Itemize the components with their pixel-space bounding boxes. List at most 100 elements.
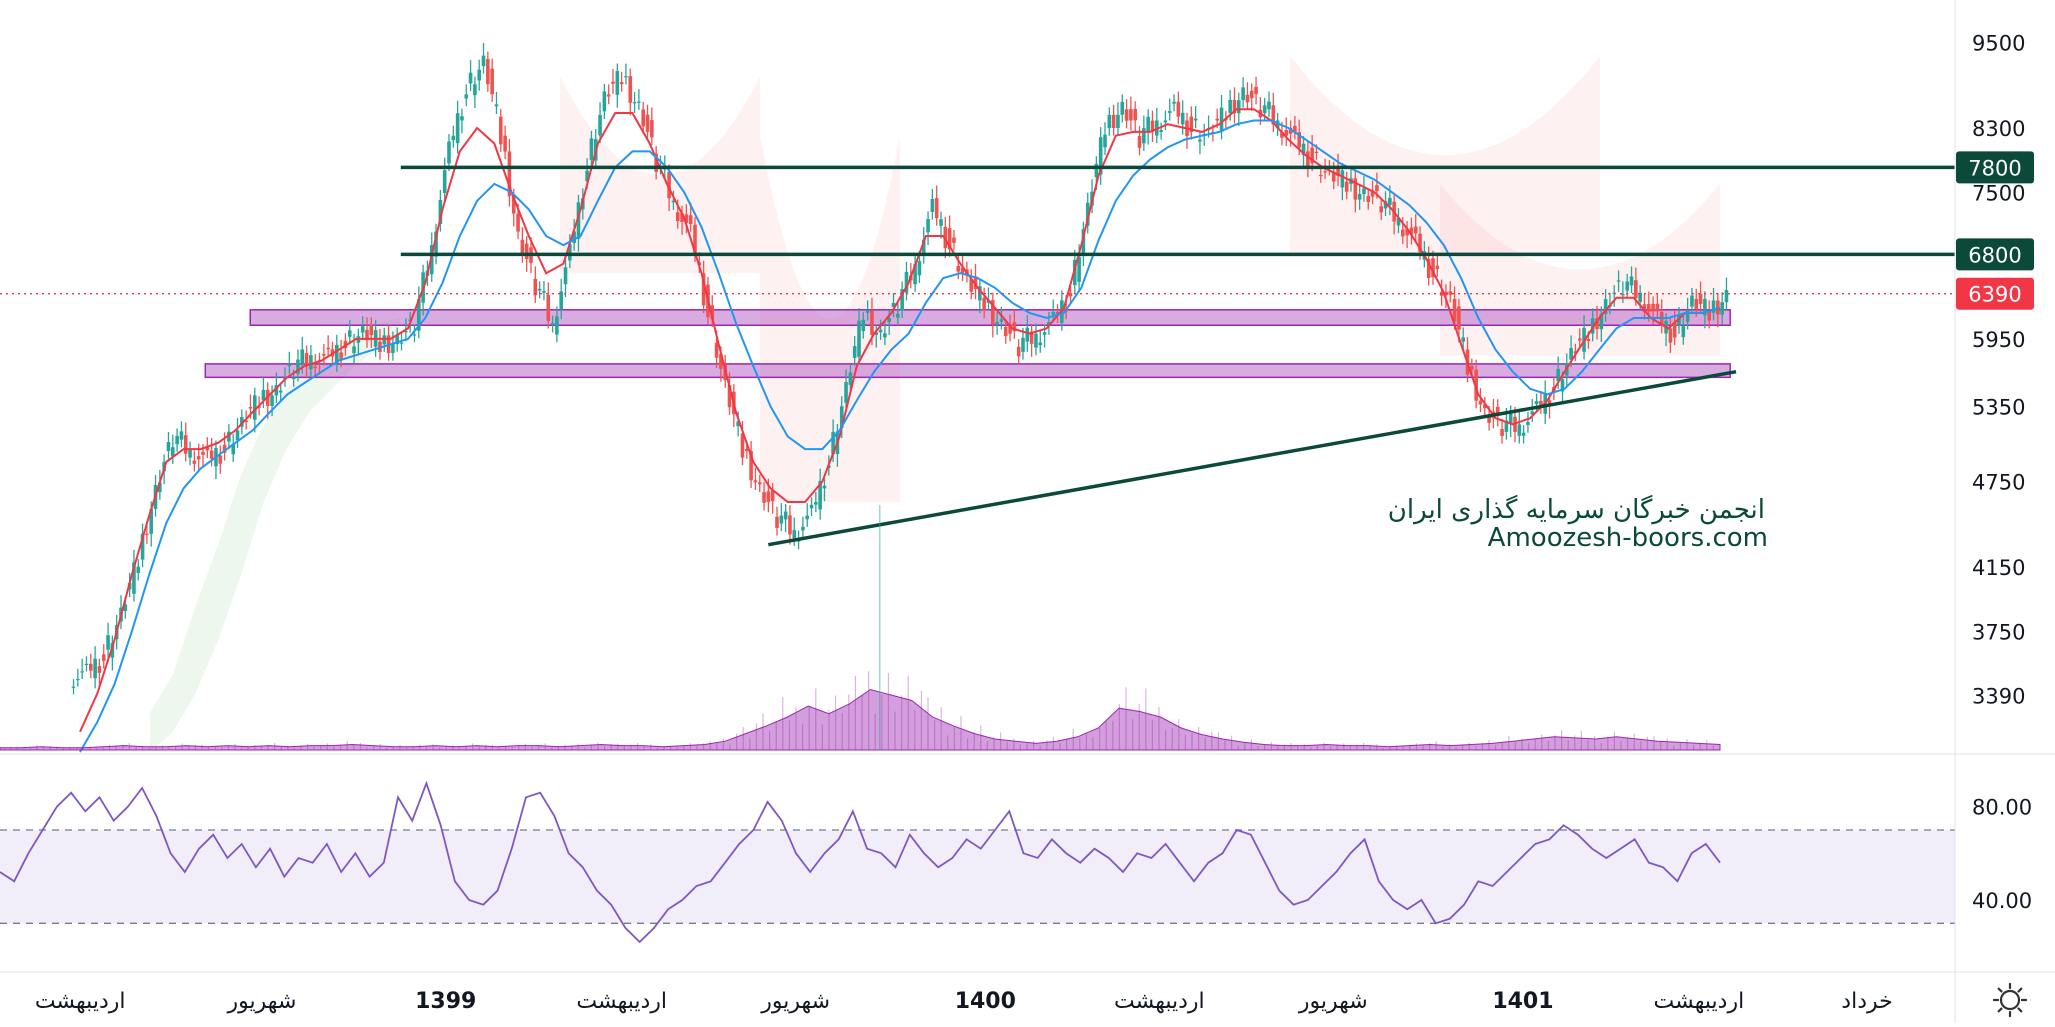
- candle-body: [1616, 280, 1621, 282]
- candle-body: [952, 237, 956, 243]
- candle-body: [844, 382, 848, 403]
- candle-body: [878, 329, 883, 333]
- candle-body: [719, 353, 723, 369]
- candle-body: [278, 390, 283, 393]
- candle-body: [1482, 404, 1487, 409]
- candle-body: [537, 288, 542, 291]
- candle-body: [1461, 337, 1466, 342]
- candle-body: [822, 485, 827, 489]
- candle-body: [999, 319, 1004, 322]
- candle-body: [671, 200, 676, 203]
- candle-body: [917, 260, 922, 276]
- candle-body: [507, 151, 512, 197]
- candle-body: [369, 324, 374, 336]
- candle-body: [511, 196, 516, 214]
- price-tick-label: 3390: [1972, 684, 2025, 708]
- sun-ray: [2017, 987, 2023, 993]
- price-badge-label: 6390: [1968, 283, 2021, 307]
- time-axis-label: اردیبهشت: [1654, 989, 1745, 1014]
- time-axis-label: اردیبهشت: [576, 989, 667, 1014]
- candle-body: [1047, 322, 1051, 325]
- candle-body: [848, 372, 853, 385]
- candle-body: [766, 491, 771, 502]
- time-axis-label: شهریور: [227, 989, 297, 1014]
- candle-body: [865, 310, 870, 313]
- candle-body: [939, 219, 943, 226]
- candle-body: [248, 407, 253, 409]
- candle-body: [477, 69, 482, 81]
- candle-body: [1163, 120, 1168, 123]
- ichimoku-cloud-bullish: [150, 317, 400, 752]
- settings-button[interactable]: [1992, 982, 2028, 1018]
- candle-body: [645, 114, 650, 132]
- candle-body: [149, 508, 154, 534]
- candle-body: [624, 76, 628, 78]
- candle-body: [1029, 331, 1034, 344]
- candle-body: [399, 342, 404, 344]
- candle-body: [688, 215, 693, 225]
- candle-body: [982, 297, 986, 311]
- candle-body: [270, 395, 274, 406]
- candle-body: [1008, 324, 1012, 334]
- candle-body: [490, 68, 494, 95]
- candle-body: [1137, 135, 1142, 148]
- candle-body: [1193, 118, 1198, 121]
- candle-body: [1280, 131, 1284, 138]
- candle-body: [1413, 226, 1418, 234]
- candle-body: [1103, 134, 1107, 148]
- candle-body: [969, 279, 974, 292]
- drawing-lines-layer[interactable]: 7800 6800 6390: [0, 151, 2034, 547]
- candle-body: [870, 310, 874, 335]
- candle-body: [874, 332, 879, 335]
- candle-body: [97, 666, 102, 673]
- candle-body: [533, 278, 538, 296]
- candle-body: [1685, 310, 1690, 322]
- support-zones-layer: [204, 309, 1731, 379]
- candle-body: [1116, 114, 1120, 129]
- candle-body: [762, 492, 766, 503]
- ichimoku-cloud-bearish: [1290, 55, 1600, 255]
- candle-body: [1487, 416, 1491, 423]
- candle-body: [921, 239, 926, 254]
- candle-body: [1478, 400, 1483, 405]
- watermark-line-1: انجمن خبرگان سرمایه گذاری ایران: [1388, 494, 1765, 525]
- price-tick-label: 5350: [1972, 395, 2025, 419]
- candle-body: [891, 303, 896, 307]
- candle-body: [132, 562, 136, 594]
- candle-body: [291, 377, 296, 380]
- candle-body: [123, 604, 128, 611]
- candle-body: [783, 511, 788, 520]
- price-tick-label: 5950: [1972, 328, 2025, 352]
- candle-body: [1586, 338, 1591, 342]
- candle-body: [1120, 101, 1125, 115]
- candle-body: [900, 289, 904, 311]
- candle-body: [947, 228, 952, 250]
- candle-body: [1560, 379, 1565, 392]
- candle-body: [136, 566, 141, 573]
- candle-body: [1331, 171, 1336, 182]
- candle-body: [615, 71, 620, 95]
- candle-body: [1275, 120, 1280, 129]
- candle-body: [395, 335, 400, 345]
- candle-body: [101, 654, 106, 661]
- candle-body: [1366, 196, 1371, 203]
- candle-body: [1409, 227, 1414, 235]
- candle-body: [1180, 112, 1185, 125]
- candle-body: [1500, 429, 1504, 437]
- candle-body: [313, 366, 318, 369]
- candle-body: [753, 480, 758, 483]
- candle-body: [1025, 327, 1030, 342]
- candle-body: [494, 104, 499, 107]
- candle-body: [1495, 406, 1500, 414]
- candle-body: [1625, 281, 1630, 291]
- candle-body: [296, 359, 300, 374]
- candle-body: [990, 300, 995, 325]
- candle-body: [145, 533, 149, 535]
- candle-body: [503, 135, 507, 152]
- time-axis-label: 1400: [955, 989, 1016, 1014]
- candle-body: [1314, 151, 1319, 153]
- candle-body: [1284, 129, 1289, 136]
- candle-body: [1340, 170, 1345, 188]
- candle-body: [1146, 116, 1150, 132]
